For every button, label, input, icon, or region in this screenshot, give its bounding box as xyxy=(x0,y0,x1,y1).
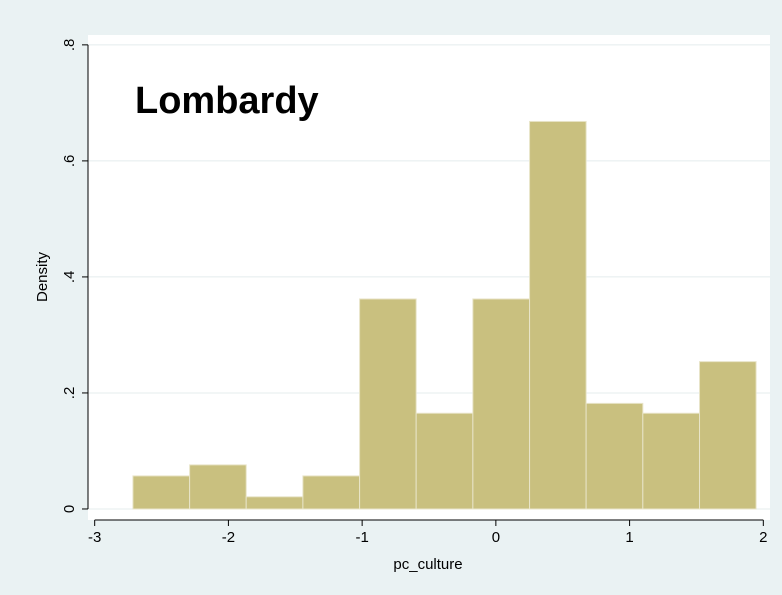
y-tick-label: .8 xyxy=(61,39,78,52)
bar xyxy=(529,120,587,510)
x-tick-label: 1 xyxy=(625,529,633,546)
x-tick-label: 0 xyxy=(492,529,500,546)
x-tick-label: -3 xyxy=(88,529,101,546)
bar xyxy=(189,464,247,510)
y-tick-label: .4 xyxy=(61,271,78,284)
y-tick-label: .6 xyxy=(61,155,78,168)
y-axis-label: Density xyxy=(34,251,51,302)
x-axis-label: pc_culture xyxy=(393,556,462,573)
bar xyxy=(415,412,474,510)
bar xyxy=(302,475,361,510)
x-tick-label: 2 xyxy=(759,529,767,546)
bar xyxy=(132,475,191,510)
x-tick-label: -2 xyxy=(222,529,235,546)
y-tick-label: .2 xyxy=(61,387,78,400)
bar xyxy=(245,496,304,510)
annotation: Lombardy xyxy=(135,80,319,122)
bar xyxy=(642,412,701,510)
bar xyxy=(472,298,531,510)
bar xyxy=(699,361,757,510)
bar xyxy=(585,402,644,510)
bar xyxy=(359,298,417,510)
x-tick-label: -1 xyxy=(355,529,368,546)
y-tick-label: 0 xyxy=(61,505,78,513)
